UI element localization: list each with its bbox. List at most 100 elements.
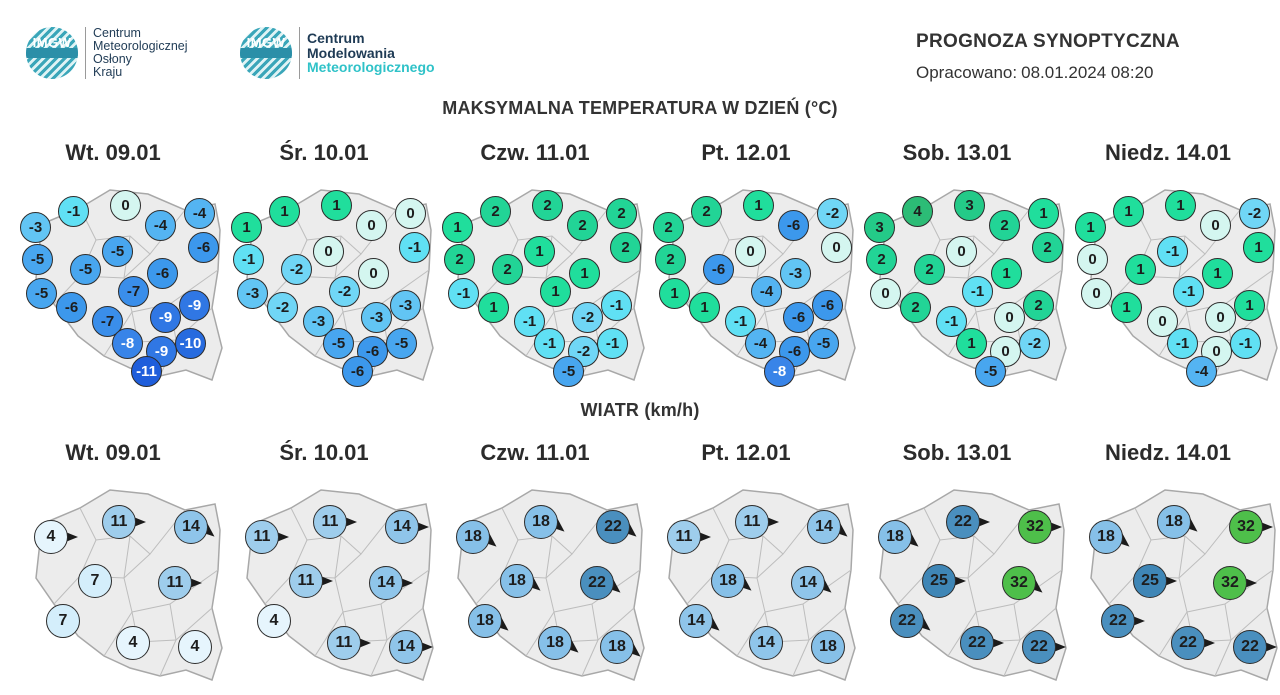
wind-speed-marker: 7 [46,604,80,638]
temperature-marker: 0 [1200,210,1231,241]
wind-speed-marker: 25 [1133,564,1167,598]
temperature-marker: -1 [597,328,628,359]
temperature-marker: -6 [703,254,734,285]
temperature-marker: 0 [356,210,387,241]
temperature-marker: -5 [22,244,53,275]
temperature-marker: -5 [553,356,584,387]
wind-speed-marker: 22 [960,626,994,660]
temperature-marker: 2 [492,254,523,285]
temperature-marker: -2 [817,198,848,229]
temperature-marker: 2 [914,254,945,285]
wind-speed-marker: 18 [878,520,912,554]
temperature-marker: -4 [745,328,776,359]
temperature-marker: 1 [321,190,352,221]
temperature-marker: -5 [26,278,57,309]
wind-map: 4 11 14 7 11 7 4 4 [20,480,223,690]
temperature-marker: 0 [821,232,852,263]
forecast-title: PROGNOZA SYNOPTYCZNA [916,31,1180,52]
wind-speed-marker: 22 [946,505,980,539]
wind-speed-marker: 14 [389,630,423,664]
wind-day-label: Pt. 12.01 [701,440,791,465]
temperature-marker: 2 [532,190,563,221]
temperature-marker: 1 [269,196,300,227]
temperature-marker: -3 [237,278,268,309]
temperature-map: 2 2 2 1 2 2 1 2 2 1 -1 1 1 -1 -2 -1 -1 -2 -1 -5 [442,180,645,390]
temperature-marker: -7 [92,306,123,337]
temperature-marker: -2 [1239,198,1270,229]
temperature-marker: 1 [991,258,1022,289]
wind-map: 11 11 14 18 14 14 14 18 [653,480,856,690]
wind-speed-marker: 11 [313,505,347,539]
wind-speed-marker: 11 [735,505,769,539]
temperature-map: 1 2 -2 2 -6 0 0 2 -6 -3 1 -4 1 -6 -6 -1 -4 -6 -5 -8 [653,180,856,390]
temperature-marker: -10 [175,328,206,359]
temperature-map: 1 1 0 1 0 -1 0 -1 -2 0 -3 -2 -2 -3 -3 -3 -5 -6 -5 -6 [231,180,434,390]
temperature-marker: 1 [569,258,600,289]
wind-speed-marker: 32 [1002,566,1036,600]
wind-speed-marker: 11 [245,520,279,554]
temperature-marker: 1 [1202,258,1233,289]
wind-speed-marker: 4 [178,630,212,664]
temperature-marker: -1 [1157,236,1188,267]
wind-speed-marker: 32 [1213,566,1247,600]
temperature-marker: -1 [936,306,967,337]
wind-speed-marker: 22 [1022,630,1056,664]
temperature-marker: -4 [1186,356,1217,387]
temperature-marker: -8 [112,328,143,359]
wind-day-label: Niedz. 14.01 [1105,440,1231,465]
wind-speed-marker: 22 [1171,626,1205,660]
temperature-marker: 2 [1032,232,1063,263]
temperature-marker: 1 [524,236,555,267]
temperature-marker: 0 [946,236,977,267]
temperature-marker: 0 [358,258,389,289]
temperature-marker: -5 [323,328,354,359]
poland-map-outline [879,489,1067,681]
temperature-marker: 2 [606,198,637,229]
temperature-marker: -5 [975,356,1006,387]
temperature-marker: 1 [743,190,774,221]
temperature-marker: -4 [184,198,215,229]
logo-cmok-text: Centrum Meteorologicznej Osłony Kraju [93,26,188,79]
temperature-marker: -5 [70,254,101,285]
temperature-marker: -6 [812,290,843,321]
temperature-marker: 0 [110,190,141,221]
imgw-logo-icon: IMGW IMGW [240,27,292,79]
wind-speed-marker: 11 [102,505,136,539]
temp-day-label: Niedz. 14.01 [1105,140,1231,165]
logo-cmok: IMGW IMGW Centrum Meteorologicznej Osłon… [26,22,188,84]
wind-speed-marker: 14 [679,604,713,638]
poland-map-outline [668,489,856,681]
wind-speed-marker: 14 [791,566,825,600]
temp-day-label: Pt. 12.01 [701,140,791,165]
wind-day-label: Śr. 10.01 [279,440,369,465]
wind-speed-marker: 18 [468,604,502,638]
temperature-marker: -1 [1230,328,1261,359]
temp-day-label: Sob. 13.01 [902,140,1012,165]
wind-speed-marker: 14 [385,510,419,544]
temperature-marker: 2 [653,212,684,243]
temperature-marker: -5 [386,328,417,359]
temperature-marker: 1 [1125,254,1156,285]
temperature-marker: -5 [808,328,839,359]
wind-speed-marker: 18 [1157,505,1191,539]
logo-cmm-text: Centrum Modelowania Meteorologicznego [307,30,435,76]
temperature-marker: 2 [655,244,686,275]
wind-map: 11 11 14 11 14 4 11 14 [231,480,434,690]
wind-speed-marker: 25 [922,564,956,598]
temperature-marker: 1 [1113,196,1144,227]
wind-speed-marker: 18 [456,520,490,554]
temperature-marker: 0 [735,236,766,267]
temperature-marker: 1 [1234,290,1265,321]
temperature-marker: 2 [480,196,511,227]
temperature-marker: -4 [751,276,782,307]
temperature-marker: -6 [342,356,373,387]
temperature-marker: -1 [962,276,993,307]
wind-speed-marker: 11 [158,566,192,600]
temperature-marker: 0 [1077,244,1108,275]
temperature-marker: -2 [267,292,298,323]
temperature-marker: -6 [778,210,809,241]
temperature-marker: -1 [1173,276,1204,307]
wind-speed-marker: 18 [524,505,558,539]
temperature-marker: 2 [1023,290,1054,321]
wind-speed-marker: 14 [174,510,208,544]
